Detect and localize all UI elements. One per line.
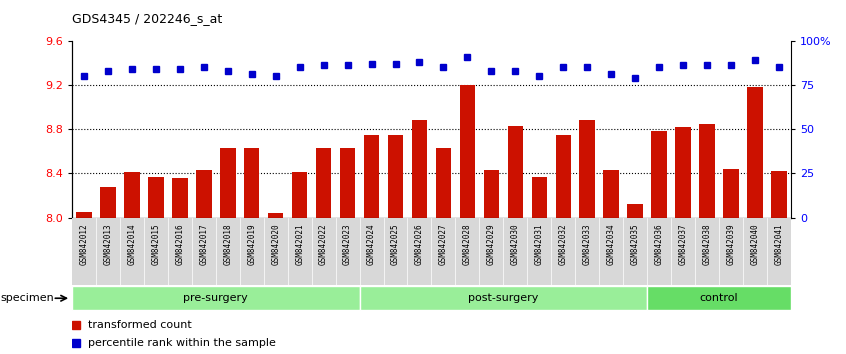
Text: GSM842026: GSM842026	[415, 223, 424, 265]
Bar	[747, 87, 763, 218]
Text: GSM842021: GSM842021	[295, 223, 304, 265]
Text: GSM842019: GSM842019	[247, 223, 256, 265]
Bar	[651, 131, 667, 218]
Text: GSM842037: GSM842037	[678, 223, 688, 265]
Bar	[436, 148, 451, 218]
Text: specimen: specimen	[0, 293, 54, 303]
Text: GSM842030: GSM842030	[511, 223, 519, 265]
Bar	[556, 135, 571, 218]
Text: GSM842038: GSM842038	[703, 223, 711, 265]
Text: GSM842029: GSM842029	[487, 223, 496, 265]
Bar	[412, 120, 427, 218]
Bar	[675, 127, 691, 218]
Bar	[603, 170, 619, 218]
Text: GSM842032: GSM842032	[559, 223, 568, 265]
Bar	[700, 124, 715, 218]
Text: transformed count: transformed count	[88, 320, 191, 330]
Bar	[148, 177, 163, 218]
Bar	[244, 148, 260, 218]
FancyBboxPatch shape	[72, 286, 360, 310]
Text: GSM842041: GSM842041	[775, 223, 783, 265]
Bar	[292, 172, 307, 218]
Text: GSM842013: GSM842013	[103, 223, 113, 265]
Text: GSM842014: GSM842014	[128, 223, 136, 265]
Text: GSM842017: GSM842017	[200, 223, 208, 265]
Text: GSM842020: GSM842020	[272, 223, 280, 265]
Text: pre-surgery: pre-surgery	[184, 293, 248, 303]
Bar	[340, 148, 355, 218]
Bar	[124, 172, 140, 218]
Text: GSM842031: GSM842031	[535, 223, 544, 265]
Text: GSM842035: GSM842035	[631, 223, 640, 265]
Text: GDS4345 / 202246_s_at: GDS4345 / 202246_s_at	[72, 12, 222, 25]
Text: GSM842040: GSM842040	[750, 223, 760, 265]
Text: GSM842028: GSM842028	[463, 223, 472, 265]
Bar	[172, 178, 188, 218]
Bar	[76, 212, 91, 218]
Text: GSM842012: GSM842012	[80, 223, 88, 265]
FancyBboxPatch shape	[360, 286, 647, 310]
Text: GSM842039: GSM842039	[727, 223, 735, 265]
Bar	[531, 177, 547, 218]
Bar	[508, 126, 523, 218]
Text: GSM842036: GSM842036	[655, 223, 663, 265]
Text: GSM842015: GSM842015	[151, 223, 160, 265]
Text: post-surgery: post-surgery	[468, 293, 539, 303]
Text: control: control	[700, 293, 739, 303]
Text: GSM842034: GSM842034	[607, 223, 616, 265]
Bar	[387, 135, 404, 218]
Text: GSM842024: GSM842024	[367, 223, 376, 265]
Bar	[723, 169, 739, 218]
Bar	[220, 148, 235, 218]
Text: GSM842022: GSM842022	[319, 223, 328, 265]
Bar	[196, 170, 212, 218]
Text: GSM842027: GSM842027	[439, 223, 448, 265]
Text: GSM842016: GSM842016	[175, 223, 184, 265]
Bar	[268, 213, 283, 218]
Bar	[484, 170, 499, 218]
Text: GSM842023: GSM842023	[343, 223, 352, 265]
Text: GSM842033: GSM842033	[583, 223, 591, 265]
Bar	[364, 135, 379, 218]
Text: GSM842018: GSM842018	[223, 223, 232, 265]
Bar	[316, 148, 332, 218]
Bar	[580, 120, 595, 218]
Bar	[628, 205, 643, 218]
Text: GSM842025: GSM842025	[391, 223, 400, 265]
Bar	[459, 85, 475, 218]
Text: percentile rank within the sample: percentile rank within the sample	[88, 338, 276, 348]
Bar	[772, 171, 787, 218]
FancyBboxPatch shape	[647, 286, 791, 310]
Bar	[100, 187, 116, 218]
